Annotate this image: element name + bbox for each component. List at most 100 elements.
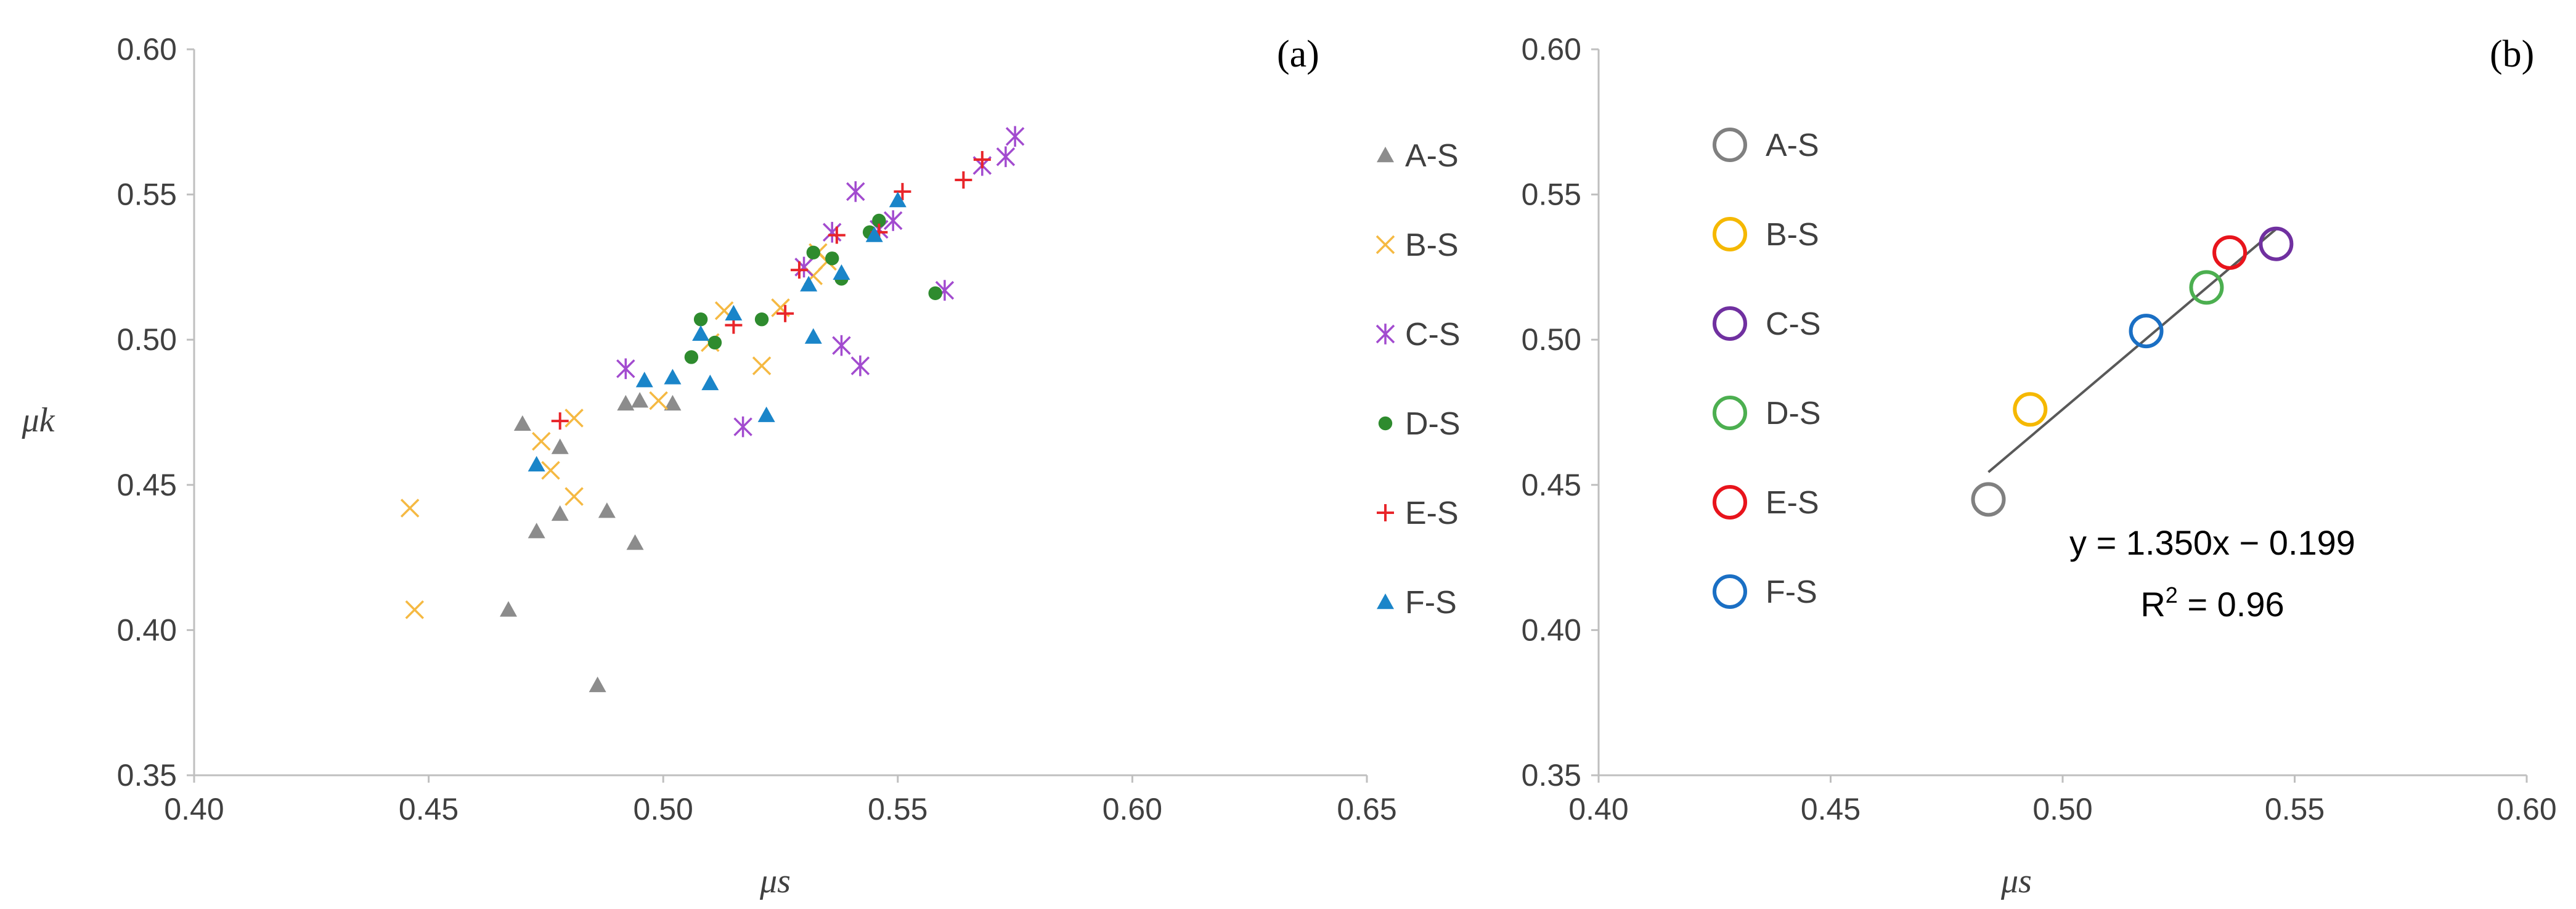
x-tick-label: 0.65: [1337, 792, 1396, 826]
data-point-a-s: [589, 676, 606, 693]
data-point-c-s: [832, 335, 851, 356]
legend-label-d-s: D-S: [1766, 396, 1821, 431]
legend-marker-d-s: [1378, 416, 1393, 431]
data-point-f-s: [2129, 314, 2164, 349]
data-point-a-s: [551, 438, 569, 454]
legend-item-e-s: E-S: [1713, 485, 1819, 521]
legend-marker-c-s: [1376, 324, 1395, 344]
legend-item-b-s: B-S: [1713, 217, 1819, 253]
x-tick-label: 0.60: [1103, 792, 1162, 826]
data-point-e-s: [551, 412, 569, 430]
legend-marker-b-s: [1376, 235, 1395, 255]
data-point-c-s: [1005, 126, 1025, 147]
x-tick-label: 0.55: [868, 792, 927, 826]
data-point-f-s: [757, 406, 775, 422]
y-tick-label: 0.55: [117, 177, 177, 212]
data-point-f-s: [692, 325, 710, 341]
legend-marker-c-s: [1713, 306, 1747, 341]
chart-panel-b: 0.350.400.450.500.550.60 0.40 0.45 0.50 0.5…: [1522, 32, 2557, 900]
data-point-f-s: [889, 192, 907, 208]
legend-item-c-s: C-S: [1376, 317, 1461, 353]
x-axis-ticks-a: 0.40 0.45 0.50 0.55 0.60 0.65: [164, 775, 1397, 826]
data-point-a-s: [631, 392, 649, 408]
data-point-e-s: [828, 226, 846, 244]
data-point-c-s: [616, 358, 635, 380]
legend-marker-e-s: [1713, 485, 1747, 520]
x-tick-label: 0.45: [1801, 792, 1861, 826]
trend-equation: y = 1.350x − 0.199: [2069, 523, 2355, 562]
y-tick-label: 0.40: [117, 613, 177, 647]
x-axis-title-a: μs: [759, 862, 791, 900]
y-axis-ticks-a: 0.35 0.40 0.45 0.50 0.55 0.60: [117, 32, 194, 793]
legend-label-c-s: C-S: [1405, 317, 1461, 353]
r2-exponent: 2: [2166, 582, 2178, 608]
panel-label-b: (b): [2490, 33, 2534, 75]
data-point-f-s: [635, 372, 653, 388]
data-point-b-s: [565, 409, 584, 428]
x-tick-label: 0.55: [2265, 792, 2325, 826]
data-point-f-s: [528, 455, 545, 472]
y-tick-label: 0.40: [1522, 613, 1581, 647]
y-tick-label: 0.45: [1522, 468, 1581, 502]
data-point-e-s: [2212, 235, 2248, 270]
legend-marker-a-s: [1713, 128, 1747, 162]
legend-label-f-s: F-S: [1766, 574, 1817, 610]
data-point-e-s: [894, 182, 911, 200]
legend-marker-a-s: [1377, 147, 1394, 163]
y-axis-title-a: μk: [22, 401, 55, 439]
data-point-f-s: [865, 226, 883, 242]
data-point-d-s: [693, 312, 708, 327]
legend-a: A-S B-S C-S D-S E-S F-S: [1376, 138, 1461, 621]
legend-item-f-s: F-S: [1377, 585, 1457, 621]
data-point-e-s: [955, 171, 972, 189]
legend-label-a-s: A-S: [1405, 138, 1459, 174]
r2-prefix: R: [2140, 585, 2165, 624]
data-point-a-s: [528, 523, 545, 539]
data-point-b-s: [532, 431, 551, 451]
data-point-d-s: [928, 286, 942, 301]
data-point-e-s: [790, 261, 808, 279]
panel-label-a: (a): [1277, 33, 1319, 75]
data-point-f-s: [804, 328, 822, 344]
x-tick-label: 0.40: [1568, 792, 1628, 826]
scatter-points-a: [400, 126, 1025, 693]
data-point-e-s: [973, 151, 991, 169]
data-point-c-s: [794, 256, 813, 278]
data-point-a-s: [664, 394, 682, 411]
data-point-b-s: [400, 499, 420, 518]
data-point-f-s: [833, 264, 850, 280]
scatter-points-b: [1971, 226, 2294, 517]
data-point-c-s: [996, 146, 1016, 168]
data-point-f-s: [701, 374, 719, 391]
data-point-d-s: [872, 213, 886, 228]
legend-marker-d-s: [1713, 396, 1747, 430]
data-point-d-s: [2189, 270, 2224, 305]
legend-label-a-s: A-S: [1766, 128, 1819, 163]
data-point-b-s: [649, 391, 668, 410]
data-point-a-s: [551, 505, 569, 521]
data-point-f-s: [664, 369, 682, 385]
y-tick-label: 0.45: [117, 468, 177, 502]
legend-item-d-s: D-S: [1713, 396, 1821, 431]
data-point-b-s: [752, 356, 772, 375]
data-point-d-s: [825, 251, 839, 266]
data-point-a-s: [513, 415, 531, 431]
data-point-b-s: [2013, 392, 2048, 427]
data-point-c-s: [733, 416, 752, 438]
y-tick-label: 0.60: [117, 32, 177, 67]
data-point-b-s: [541, 461, 560, 480]
y-tick-label: 0.55: [1522, 177, 1581, 212]
legend-marker-b-s: [1713, 217, 1747, 251]
legend-marker-e-s: [1377, 504, 1394, 521]
data-point-d-s: [806, 245, 820, 260]
legend-item-a-s: A-S: [1713, 128, 1819, 163]
y-tick-label: 0.50: [1522, 322, 1581, 357]
legend-item-a-s: A-S: [1377, 138, 1459, 174]
data-point-f-s: [800, 275, 818, 291]
data-point-d-s: [754, 312, 769, 327]
legend-b: A-S B-S C-S D-S E-S F-S: [1713, 128, 1821, 610]
data-point-b-s: [405, 600, 425, 619]
data-point-a-s: [626, 534, 644, 550]
trend-line: [1987, 228, 2277, 473]
legend-label-d-s: D-S: [1405, 406, 1461, 442]
